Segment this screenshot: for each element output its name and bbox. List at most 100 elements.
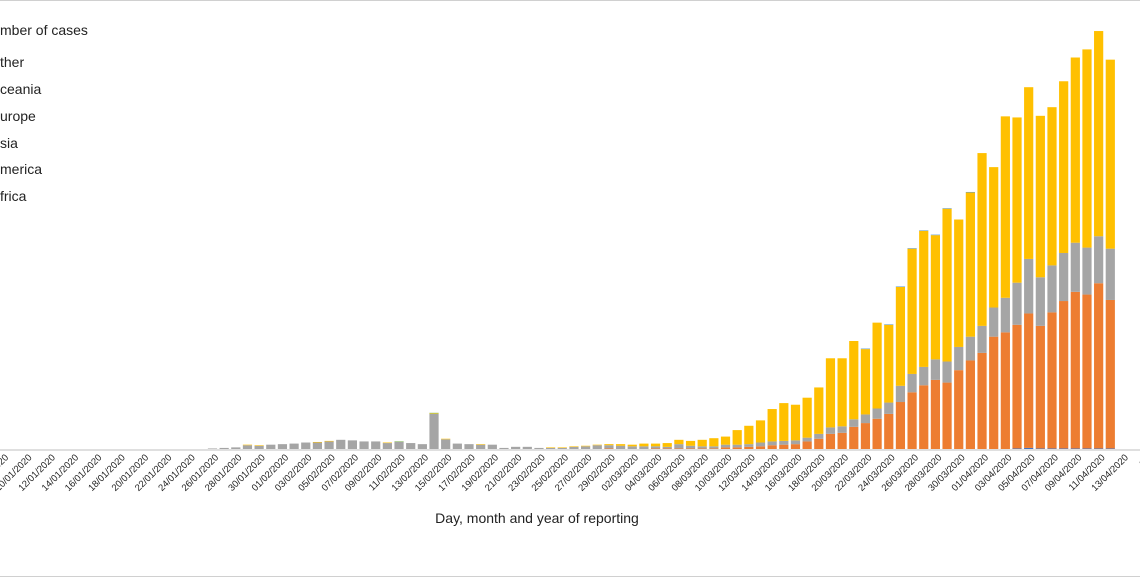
bar-segment <box>266 444 276 449</box>
bar-segment <box>1105 299 1115 449</box>
bar-segment <box>930 234 940 236</box>
bars-group <box>207 31 1115 449</box>
bar-segment <box>837 426 847 433</box>
bar-segment <box>662 443 672 447</box>
bar-segment <box>394 441 404 442</box>
bar-segment <box>965 191 975 193</box>
bar-segment <box>872 322 882 409</box>
bar-segment <box>464 444 474 449</box>
bar-segment <box>977 325 987 353</box>
bar-segment <box>441 439 451 449</box>
bar-segment <box>685 448 696 449</box>
bar-segment <box>860 348 871 350</box>
bar-segment <box>954 219 964 347</box>
bar-segment <box>790 444 801 449</box>
bar-segment <box>627 444 637 447</box>
bar-segment <box>767 441 777 446</box>
bar-segment <box>1059 252 1069 302</box>
bar-segment <box>825 358 836 428</box>
bar-segment <box>825 427 836 434</box>
bar-segment <box>825 433 836 449</box>
bar-segment <box>977 352 987 449</box>
bar-segment <box>895 402 906 449</box>
bar-segment <box>1094 448 1104 449</box>
bar-segment <box>452 443 462 449</box>
legend-title: mber of cases <box>0 22 88 38</box>
bar-segment <box>697 439 707 447</box>
bar-segment <box>977 153 987 326</box>
bar-segment <box>301 442 311 449</box>
bar-segment <box>592 445 602 449</box>
bar-segment <box>860 349 871 415</box>
bar-segment <box>312 442 323 449</box>
bar-segment <box>1105 448 1115 449</box>
bar-segment <box>219 447 229 449</box>
bar-segment <box>1047 448 1057 449</box>
bar-segment <box>790 440 801 445</box>
bar-segment <box>884 324 894 403</box>
bar-segment <box>849 341 859 420</box>
bar-segment <box>697 446 707 449</box>
x-tick-labels: /202010/01/202012/01/202014/01/202016/01… <box>0 452 1140 494</box>
bar-segment <box>697 448 707 449</box>
bar-segment <box>685 445 696 449</box>
bar-segment <box>254 445 264 449</box>
bar-segment <box>720 444 731 448</box>
bar-segment <box>1094 31 1104 237</box>
bar-segment <box>1082 448 1092 449</box>
bar-segment <box>919 385 929 449</box>
bar-segment <box>1024 447 1034 449</box>
bar-segment <box>289 443 299 449</box>
bar-segment <box>441 438 451 440</box>
bar-segment <box>371 441 381 449</box>
bar-segment <box>884 324 894 325</box>
x-axis-label: Day, month and year of reporting <box>435 510 639 526</box>
bar-segment <box>942 208 952 209</box>
bar-segment <box>732 447 742 449</box>
bar-segment <box>674 444 684 449</box>
bar-segment <box>814 438 824 449</box>
bar-segment <box>872 418 882 449</box>
bar-segment <box>1070 242 1080 292</box>
bar-segment <box>814 387 824 434</box>
bar-segment <box>1012 117 1022 283</box>
bar-segment <box>1000 297 1010 333</box>
bar-segment <box>569 446 579 447</box>
bar-segment <box>849 426 859 449</box>
bar-segment <box>522 446 532 449</box>
bar-segment <box>476 444 486 449</box>
bar-segment <box>802 397 812 438</box>
bar-segment <box>242 445 253 449</box>
bar-segment <box>720 436 731 445</box>
bar-segment <box>581 446 591 449</box>
bar-segment <box>732 430 742 445</box>
bar-segment <box>615 445 626 449</box>
bar-segment <box>884 402 894 414</box>
bar-segment <box>347 440 357 449</box>
bar-segment <box>779 444 789 449</box>
bar-segment <box>417 444 427 449</box>
bar-segment <box>546 447 556 449</box>
bar-segment <box>1094 283 1104 449</box>
bar-segment <box>767 409 777 442</box>
bar-segment <box>1024 258 1034 314</box>
legend-item: urope <box>0 108 36 124</box>
bar-segment <box>1000 116 1010 298</box>
bar-segment <box>615 444 626 446</box>
bar-segment <box>907 373 917 393</box>
bar-segment <box>1094 236 1104 284</box>
bar-segment <box>895 287 906 386</box>
bar-segment <box>709 438 719 447</box>
bar-segment <box>650 448 661 449</box>
bar-segment <box>1070 291 1080 449</box>
bar-segment <box>429 413 439 449</box>
bar-segment <box>755 420 766 443</box>
bar-segment <box>429 413 439 414</box>
bar-segment <box>511 446 521 449</box>
bar-segment <box>1035 448 1045 449</box>
bar-segment <box>359 441 369 449</box>
bar-segment <box>755 442 766 447</box>
bar-segment <box>942 382 952 449</box>
bar-segment <box>709 446 719 449</box>
bar-segment <box>860 423 871 449</box>
